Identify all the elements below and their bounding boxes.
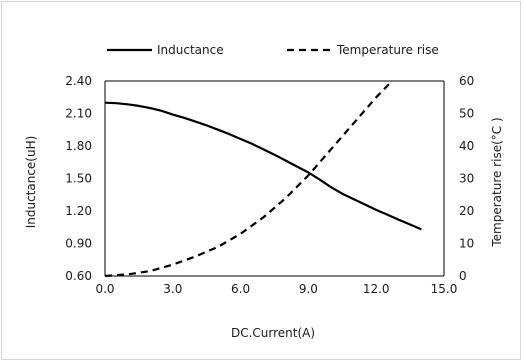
series-line-temperature-rise xyxy=(104,80,393,278)
x-tick-label: 3.0 xyxy=(163,282,182,296)
x-axis-title: DC.Current(A) xyxy=(231,326,315,340)
y-left-tick-label: 2.40 xyxy=(65,74,92,88)
y-right-tick-label: 50 xyxy=(459,107,474,121)
y-right-tick-label: 30 xyxy=(459,172,474,186)
y-right-tick-label: 20 xyxy=(459,204,474,218)
y-right-tick-label: 0 xyxy=(459,269,467,283)
y-axis-left-title: Inductance(uH) xyxy=(24,136,38,229)
series-line-inductance xyxy=(104,101,422,231)
y-left-tick-label: 1.50 xyxy=(65,172,92,186)
legend: Inductance Temperature rise xyxy=(107,43,439,57)
x-tick-label: 6.0 xyxy=(231,282,250,296)
legend-label-inductance: Inductance xyxy=(157,43,224,57)
y-left-tick-label: 2.10 xyxy=(65,107,92,121)
y-left-tick-label: 0.60 xyxy=(65,269,92,283)
y-left-tick-label: 1.80 xyxy=(65,139,92,153)
y-left-tick-label: 0.90 xyxy=(65,237,92,251)
y-right-tick-label: 60 xyxy=(459,74,474,88)
x-tick-label: 9.0 xyxy=(299,282,318,296)
x-tick-label: 0.0 xyxy=(95,282,114,296)
x-tick-label: 15.0 xyxy=(431,282,458,296)
x-tick-label: 12.0 xyxy=(363,282,390,296)
tick-labels: 0.0 3.0 6.0 9.0 12.0 15.0 0.60 0.90 1.20 1.50 1.80… xyxy=(65,74,474,296)
y-axis-right-title: Temperature rise(°C ) xyxy=(490,117,504,247)
plot-area xyxy=(104,80,422,278)
y-right-tick-label: 40 xyxy=(459,139,474,153)
y-left-tick-label: 1.20 xyxy=(65,204,92,218)
axes xyxy=(104,80,445,277)
legend-label-temperature-rise: Temperature rise xyxy=(336,43,439,57)
y-right-tick-label: 10 xyxy=(459,237,474,251)
